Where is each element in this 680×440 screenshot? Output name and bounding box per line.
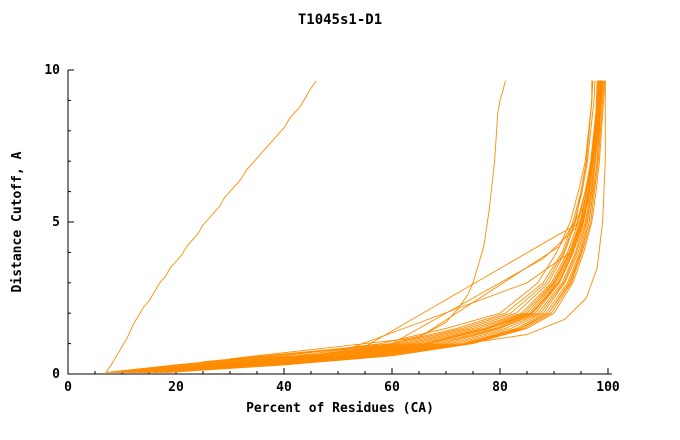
model-curve <box>105 80 593 373</box>
model-curve <box>121 80 600 373</box>
x-axis-title: Percent of Residues (CA) <box>246 401 434 416</box>
model-curve <box>132 80 601 373</box>
y-tick-label: 5 <box>52 215 60 230</box>
model-curve <box>127 80 601 373</box>
x-tick-label: 40 <box>276 380 292 395</box>
model-curve <box>202 80 602 363</box>
model-curve <box>138 80 602 373</box>
x-tick-label: 80 <box>492 380 508 395</box>
model-curve <box>116 80 599 373</box>
model-curve <box>154 80 604 373</box>
model-curve <box>165 80 606 373</box>
model-curve <box>121 80 600 373</box>
model-curve <box>175 80 601 366</box>
x-tick-label: 60 <box>384 380 400 395</box>
model-curve <box>111 80 596 373</box>
model-curve <box>138 80 602 373</box>
model-curve <box>111 80 594 373</box>
model-curve <box>143 80 601 373</box>
model-curve <box>170 80 606 369</box>
x-tick-label: 0 <box>64 380 72 395</box>
model-curve <box>132 80 601 373</box>
y-axis-title: Distance Cutoff, A <box>10 151 25 293</box>
x-tick-label: 20 <box>168 380 184 395</box>
model-curve <box>159 80 605 373</box>
axes <box>67 70 612 375</box>
x-tick-label: 100 <box>596 380 620 395</box>
y-tick-label: 0 <box>52 367 60 382</box>
model-curve <box>154 80 604 373</box>
y-tick-label: 10 <box>44 63 60 78</box>
chart-title: T1045s1-D1 <box>297 12 383 28</box>
model-curve <box>148 80 603 373</box>
model-curve <box>105 80 317 373</box>
model-curve <box>143 80 602 373</box>
